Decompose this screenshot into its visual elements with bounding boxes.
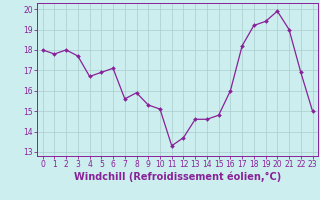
X-axis label: Windchill (Refroidissement éolien,°C): Windchill (Refroidissement éolien,°C): [74, 172, 281, 182]
